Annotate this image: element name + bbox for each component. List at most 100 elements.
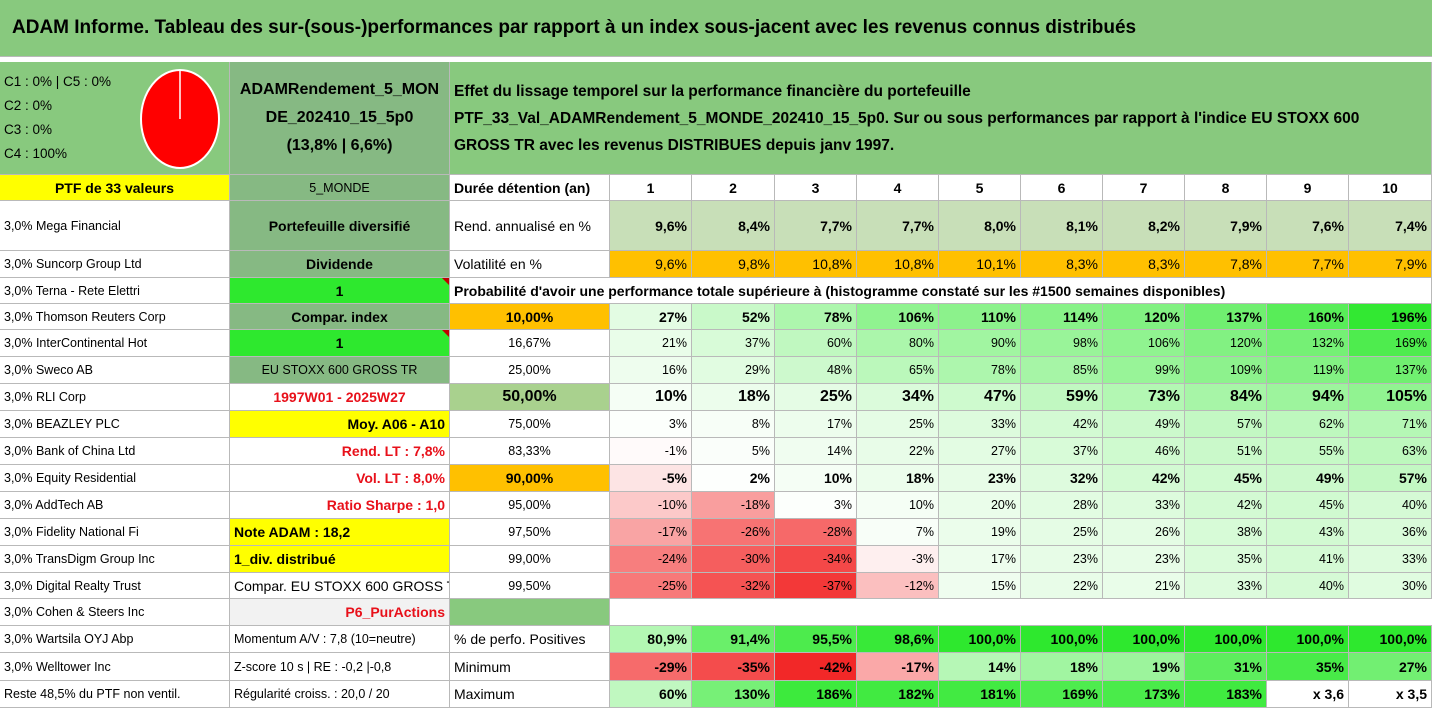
info-12: Note ADAM : 18,2 [230,519,450,546]
vol-value: 7,7% [1267,251,1349,278]
minimum-value: 35% [1267,653,1349,681]
positives-label: % de perfo. Positives [450,626,610,653]
quantile-value: 43% [1267,519,1349,546]
maximum-label: Maximum [450,681,610,708]
quantile-value: 33% [1103,492,1185,519]
rend-value: 8,0% [939,201,1021,251]
holding-row: 3,0% Equity Residential [0,465,230,492]
holding-row: 3,0% Terna - Rete Elettri [0,278,230,304]
quantile-value: 37% [692,330,775,357]
quantile-value: 45% [1185,465,1267,492]
quantile-value: 137% [1349,357,1432,384]
maximum-value: x 3,6 [1267,681,1349,708]
maximum-value: 173% [1103,681,1185,708]
vol-value: 7,8% [1185,251,1267,278]
maximum-value: 130% [692,681,775,708]
quantile-value: 40% [1349,492,1432,519]
quantile-value: 18% [692,384,775,411]
quantile-value: 41% [1267,546,1349,573]
info-10: Vol. LT : 8,0% [230,465,450,492]
vol-value: 10,8% [775,251,857,278]
maximum-value: x 3,5 [1349,681,1432,708]
maximum-value: 60% [610,681,692,708]
quantile-value: -10% [610,492,692,519]
positives-value: 100,0% [1267,626,1349,653]
quantile-value: 25% [1021,519,1103,546]
quantile-value: 34% [857,384,939,411]
quantile-value: 90% [939,330,1021,357]
info-8: Moy. A06 - A10 [230,411,450,438]
year-header: 1 [610,175,692,201]
minimum-value: -35% [692,653,775,681]
quantile-value: -17% [610,519,692,546]
holding-row: 3,0% Fidelity National Fi [0,519,230,546]
quantile-value: 27% [610,304,692,330]
quantile-value: 106% [1103,330,1185,357]
quantile-value: 7% [857,519,939,546]
quantile-value: 52% [692,304,775,330]
quantile-value: 80% [857,330,939,357]
info-7: 1997W01 - 2025W27 [230,384,450,411]
info-3: 1 [230,278,450,304]
holding-row: 3,0% Sweco AB [0,357,230,384]
quantile-value: 120% [1103,304,1185,330]
allocation-c1-c5: C1 : 0% | C5 : 0% [4,74,112,89]
quantile-value: 16% [610,357,692,384]
description-line-3: GROSS TR avec les revenus DISTRIBUES dep… [454,136,895,154]
holding-row: 3,0% Digital Realty Trust [0,573,230,599]
quantile-value: 22% [857,438,939,465]
vol-value: 10,1% [939,251,1021,278]
vol-value: 8,3% [1103,251,1185,278]
year-header: 8 [1185,175,1267,201]
quantile-value: 10% [857,492,939,519]
quantile-value: 99% [1103,357,1185,384]
ptf-label: PTF de 33 valeurs [0,175,230,201]
quantile-value: 57% [1185,411,1267,438]
vol-value: 9,8% [692,251,775,278]
quantile-value: 60% [775,330,857,357]
quantile-prob: 90,00% [450,465,610,492]
positives-value: 100,0% [1103,626,1185,653]
quantile-value: 28% [1021,492,1103,519]
quantile-prob: 97,50% [450,519,610,546]
quantile-value: -24% [610,546,692,573]
quantile-value: 46% [1103,438,1185,465]
quantile-value: -18% [692,492,775,519]
rend-value: 7,6% [1267,201,1349,251]
year-header: 7 [1103,175,1185,201]
quantile-value: 98% [1021,330,1103,357]
holding-row: 3,0% Cohen & Steers Inc [0,599,230,626]
quantile-value: 38% [1185,519,1267,546]
rend-value: 7,7% [857,201,939,251]
quantile-value: -26% [692,519,775,546]
holding-row: Reste 48,5% du PTF non ventil. [0,681,230,708]
info-1: Portefeuille diversifié [230,201,450,251]
quantile-value: 3% [610,411,692,438]
rend-value: 9,6% [610,201,692,251]
quantile-value: 27% [939,438,1021,465]
report-title: ADAM Informe. Tableau des sur-(sous-)per… [0,0,1432,57]
holding-row: 3,0% InterContinental Hot [0,330,230,357]
holding-row: 3,0% Welltower Inc [0,653,230,681]
quantile-value: 2% [692,465,775,492]
vol-value: 7,9% [1349,251,1432,278]
quantile-value: 114% [1021,304,1103,330]
rend-label: Rend. annualisé en % [450,201,610,251]
quantile-value: 14% [775,438,857,465]
quantile-prob: 99,50% [450,573,610,599]
quantile-value: -32% [692,573,775,599]
quantile-prob: 75,00% [450,411,610,438]
quantile-value: 47% [939,384,1021,411]
quantile-value: 35% [1185,546,1267,573]
year-header: 4 [857,175,939,201]
probability-label: Probabilité d'avoir une performance tota… [450,278,1432,304]
holding-row: 3,0% BEAZLEY PLC [0,411,230,438]
holding-row: 3,0% AddTech AB [0,492,230,519]
quantile-value: 169% [1349,330,1432,357]
info-5: 1 [230,330,450,357]
quantile-value: 10% [610,384,692,411]
rend-value: 7,9% [1185,201,1267,251]
quantile-value: -25% [610,573,692,599]
holding-row: 3,0% TransDigm Group Inc [0,546,230,573]
year-header: 5 [939,175,1021,201]
